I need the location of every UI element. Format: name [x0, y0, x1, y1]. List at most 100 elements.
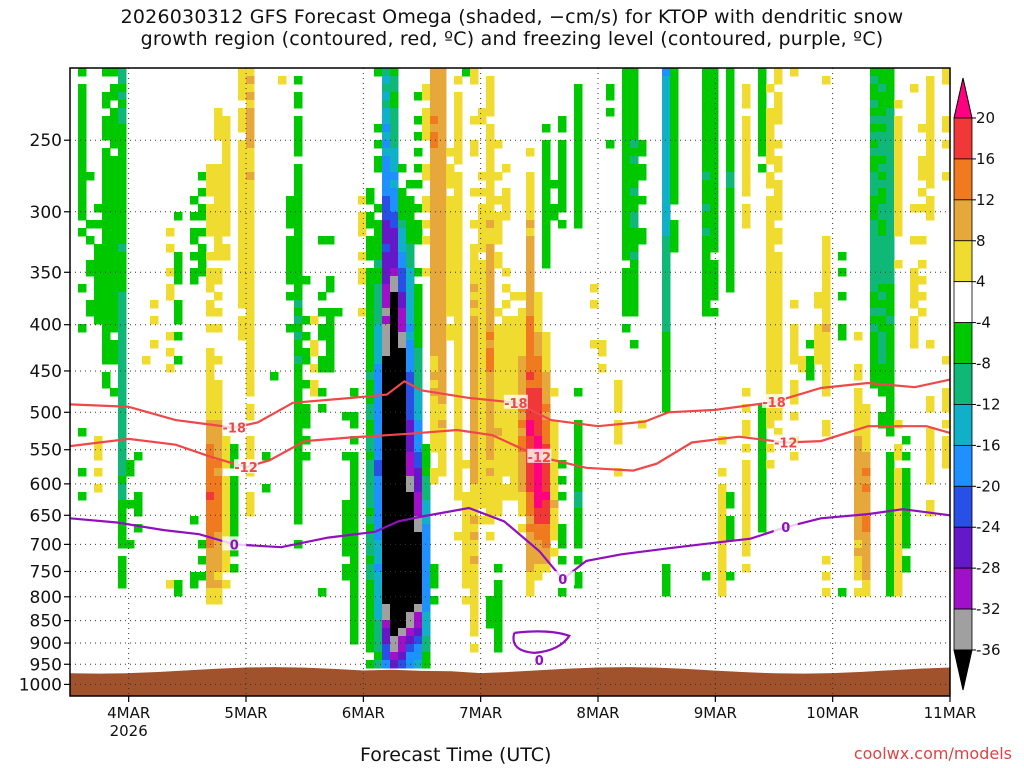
omega-cell [366, 532, 375, 541]
omega-cell [942, 420, 951, 429]
omega-cell [422, 516, 431, 525]
omega-cell [294, 476, 303, 485]
colorbar-label: -28 [976, 559, 1001, 577]
omega-cell [462, 540, 471, 549]
omega-cell [774, 404, 783, 413]
omega-cell [894, 172, 903, 181]
omega-cell [790, 380, 799, 389]
omega-cell [742, 188, 751, 197]
omega-cell [398, 356, 407, 365]
omega-cell [774, 92, 783, 101]
omega-cell [382, 388, 391, 397]
omega-cell [758, 148, 767, 157]
omega-cell [294, 396, 303, 405]
omega-cell [614, 396, 623, 405]
omega-cell [342, 516, 351, 525]
omega-cell [622, 156, 631, 165]
omega-cell [854, 452, 863, 461]
omega-cell [406, 348, 415, 357]
omega-cell [102, 92, 111, 101]
colorbar-swatch [953, 281, 973, 324]
omega-cell [630, 220, 639, 229]
omega-cell [718, 572, 727, 581]
omega-cell [398, 468, 407, 477]
omega-cell [382, 420, 391, 429]
omega-cell [886, 212, 895, 221]
omega-cell [222, 140, 231, 149]
omega-cell [574, 388, 583, 397]
omega-cell [398, 244, 407, 253]
omega-cell [294, 452, 303, 461]
omega-cell [398, 364, 407, 373]
omega-cell [790, 452, 799, 461]
colorbar-label: 16 [976, 150, 995, 168]
omega-cell [886, 196, 895, 205]
omega-cell [190, 196, 199, 205]
omega-cell [726, 172, 735, 181]
omega-cell [366, 316, 375, 325]
omega-cell [590, 300, 599, 309]
omega-cell [430, 212, 439, 221]
omega-cell [294, 308, 303, 317]
omega-cell [918, 276, 927, 285]
omega-cell [390, 284, 399, 293]
omega-cell [438, 292, 447, 301]
omega-cell [710, 204, 719, 213]
omega-cell [382, 220, 391, 229]
omega-cell [550, 388, 559, 397]
omega-cell [630, 76, 639, 85]
omega-cell [742, 84, 751, 93]
omega-cell [878, 164, 887, 173]
omega-cell [870, 196, 879, 205]
omega-cell [406, 444, 415, 453]
omega-cell [494, 324, 503, 333]
omega-cell [406, 276, 415, 285]
omega-cell [766, 252, 775, 261]
omega-cell [766, 156, 775, 165]
omega-cell [406, 492, 415, 501]
omega-cell [214, 388, 223, 397]
omega-cell [414, 348, 423, 357]
omega-cell [510, 388, 519, 397]
omega-cell [382, 284, 391, 293]
omega-cell [854, 332, 863, 341]
omega-cell [486, 276, 495, 285]
omega-cell [886, 364, 895, 373]
omega-cell [390, 556, 399, 565]
omega-cell [150, 316, 159, 325]
contour-label-bg [762, 393, 786, 408]
omega-cell [438, 332, 447, 341]
omega-cell [214, 236, 223, 245]
omega-cell [542, 348, 551, 357]
omega-cell [502, 436, 511, 445]
omega-cell [102, 124, 111, 133]
omega-cell [710, 292, 719, 301]
omega-cell [470, 412, 479, 421]
omega-cell [414, 180, 423, 189]
omega-cell [574, 172, 583, 181]
omega-cell [294, 460, 303, 469]
omega-cell [758, 164, 767, 173]
omega-cell [326, 364, 335, 373]
omega-cell [742, 428, 751, 437]
omega-cell [774, 340, 783, 349]
omega-cell [246, 260, 255, 269]
omega-cell [758, 492, 767, 501]
omega-cell [926, 108, 935, 117]
omega-cell [454, 388, 463, 397]
omega-cell [926, 476, 935, 485]
omega-cell [110, 252, 119, 261]
omega-cell [494, 644, 503, 653]
omega-cell [662, 396, 671, 405]
omega-cell [518, 476, 527, 485]
omega-cell [94, 316, 103, 325]
omega-cell [366, 612, 375, 621]
omega-cell [622, 116, 631, 125]
omega-cell [550, 468, 559, 477]
omega-cell [542, 564, 551, 573]
omega-cell [246, 204, 255, 213]
omega-cell [630, 260, 639, 269]
omega-cell [710, 156, 719, 165]
omega-cell [118, 220, 127, 229]
omega-cell [118, 124, 127, 133]
